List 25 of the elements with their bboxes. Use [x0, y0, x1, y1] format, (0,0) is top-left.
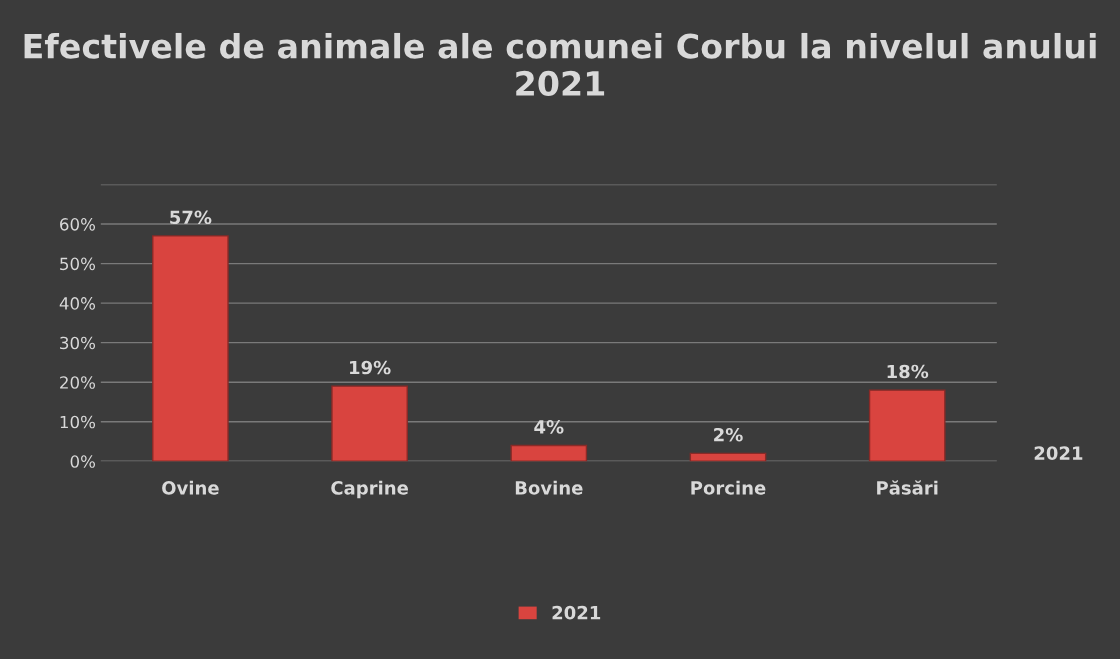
y-tick-label: 50% — [60, 257, 96, 271]
legend-label: 2021 — [552, 605, 601, 620]
bar — [152, 235, 229, 462]
chart-title: Efectivele de animale ale comunei Corbu la nivelul anului 2021 — [24, 32, 1096, 97]
y-tick-label: 40% — [59, 297, 96, 310]
y-tick-label: 0% — [70, 455, 96, 468]
x-tick-label: Caprine — [331, 480, 408, 499]
bar — [331, 385, 408, 462]
data-label: 57% — [170, 210, 212, 225]
data-label: 4% — [534, 420, 564, 434]
x-tick-label: Bovine — [515, 480, 583, 495]
data-label: 18% — [887, 364, 929, 379]
data-label: 2% — [714, 427, 743, 442]
y-tick-label: 20% — [60, 376, 96, 389]
bar — [689, 452, 767, 462]
y-tick-label: 60% — [60, 218, 96, 231]
x-tick-label: Păsări — [877, 480, 938, 495]
data-label: 19% — [350, 360, 391, 375]
x-tick-label: Ovine — [162, 480, 219, 495]
y-tick-label: 10% — [60, 415, 96, 429]
y-tick-label: 30% — [60, 336, 96, 350]
x-tick-label: Porcine — [691, 480, 766, 495]
text: 2021 — [1034, 446, 1083, 460]
bar — [868, 389, 946, 462]
bar — [510, 444, 588, 462]
